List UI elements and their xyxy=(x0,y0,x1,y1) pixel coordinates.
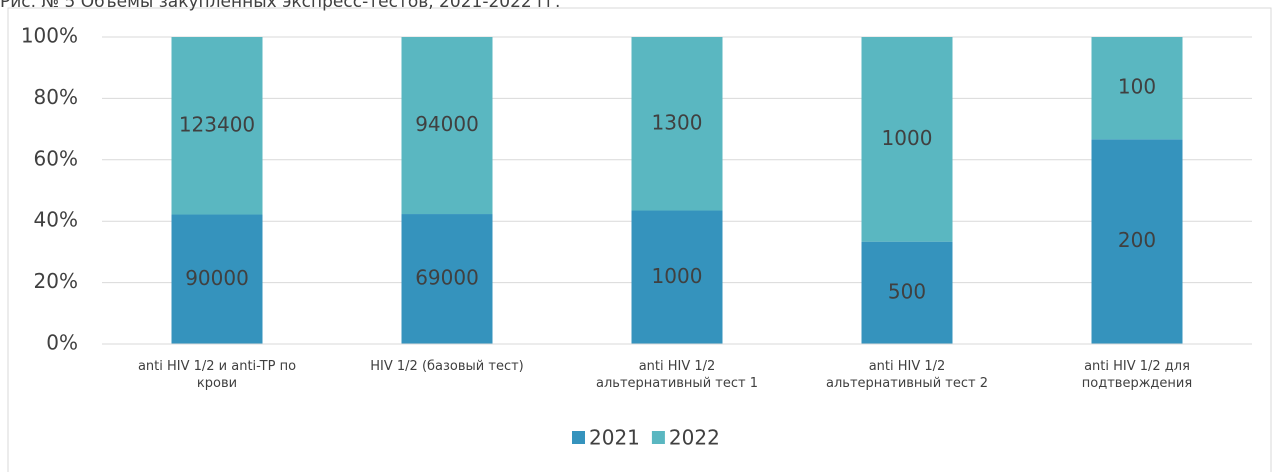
data-label: 1300 xyxy=(652,110,703,134)
bar-segment xyxy=(401,37,493,215)
x-tick-label-box: anti HIV 1/2 альтернативный тест 2 xyxy=(826,359,988,391)
legend-label: 2022 xyxy=(669,426,720,450)
bar-segment xyxy=(401,214,493,344)
bar-segment xyxy=(631,37,723,211)
y-tick-label: 60% xyxy=(34,146,78,170)
x-tick-label-box: anti HIV 1/2 альтернативный тест 1 xyxy=(596,359,758,391)
x-tick-label-box: anti HIV 1/2 для подтверждения xyxy=(1081,359,1193,391)
data-label: 1000 xyxy=(882,126,933,150)
x-tick-label-box: anti HIV 1/2 и anti-TP по крови xyxy=(137,359,297,391)
data-label: 123400 xyxy=(179,112,255,136)
legend-swatch xyxy=(572,431,585,444)
y-tick-label: 20% xyxy=(34,269,78,293)
y-tick-label: 80% xyxy=(34,85,78,109)
x-tick-label: anti HIV 1/2 для подтверждения xyxy=(1081,359,1193,391)
bar-segment xyxy=(1091,37,1183,140)
chart-title: Рис. № 5 Объемы закупленных экспресс-тес… xyxy=(0,0,560,12)
y-tick-label: 0% xyxy=(46,331,78,355)
y-tick-label: 100% xyxy=(21,24,78,48)
bar-segment xyxy=(1091,139,1183,344)
y-tick-label: 40% xyxy=(34,208,78,232)
bar-segment xyxy=(171,37,263,215)
legend-swatch xyxy=(651,431,665,444)
data-label: 200 xyxy=(1118,228,1156,252)
x-tick-label: anti HIV 1/2 альтернативный тест 2 xyxy=(826,359,988,391)
x-tick-label: HIV 1/2 (базовый тест) xyxy=(370,359,524,374)
bar-segment xyxy=(861,241,953,344)
data-label: 69000 xyxy=(415,266,479,290)
data-label: 1000 xyxy=(652,264,703,288)
data-label: 94000 xyxy=(415,112,479,136)
bar-segment xyxy=(861,37,953,242)
legend-label: 2021 xyxy=(589,426,640,450)
data-label: 90000 xyxy=(185,266,249,290)
bar-segment xyxy=(171,214,263,344)
x-tick-label-box: HIV 1/2 (базовый тест) xyxy=(370,359,524,374)
data-label: 500 xyxy=(888,279,926,303)
x-tick-label: anti HIV 1/2 альтернативный тест 1 xyxy=(596,359,758,391)
bar-segment xyxy=(631,210,723,344)
x-tick-label: anti HIV 1/2 и anti-TP по крови xyxy=(137,359,297,391)
data-label: 100 xyxy=(1118,75,1156,99)
